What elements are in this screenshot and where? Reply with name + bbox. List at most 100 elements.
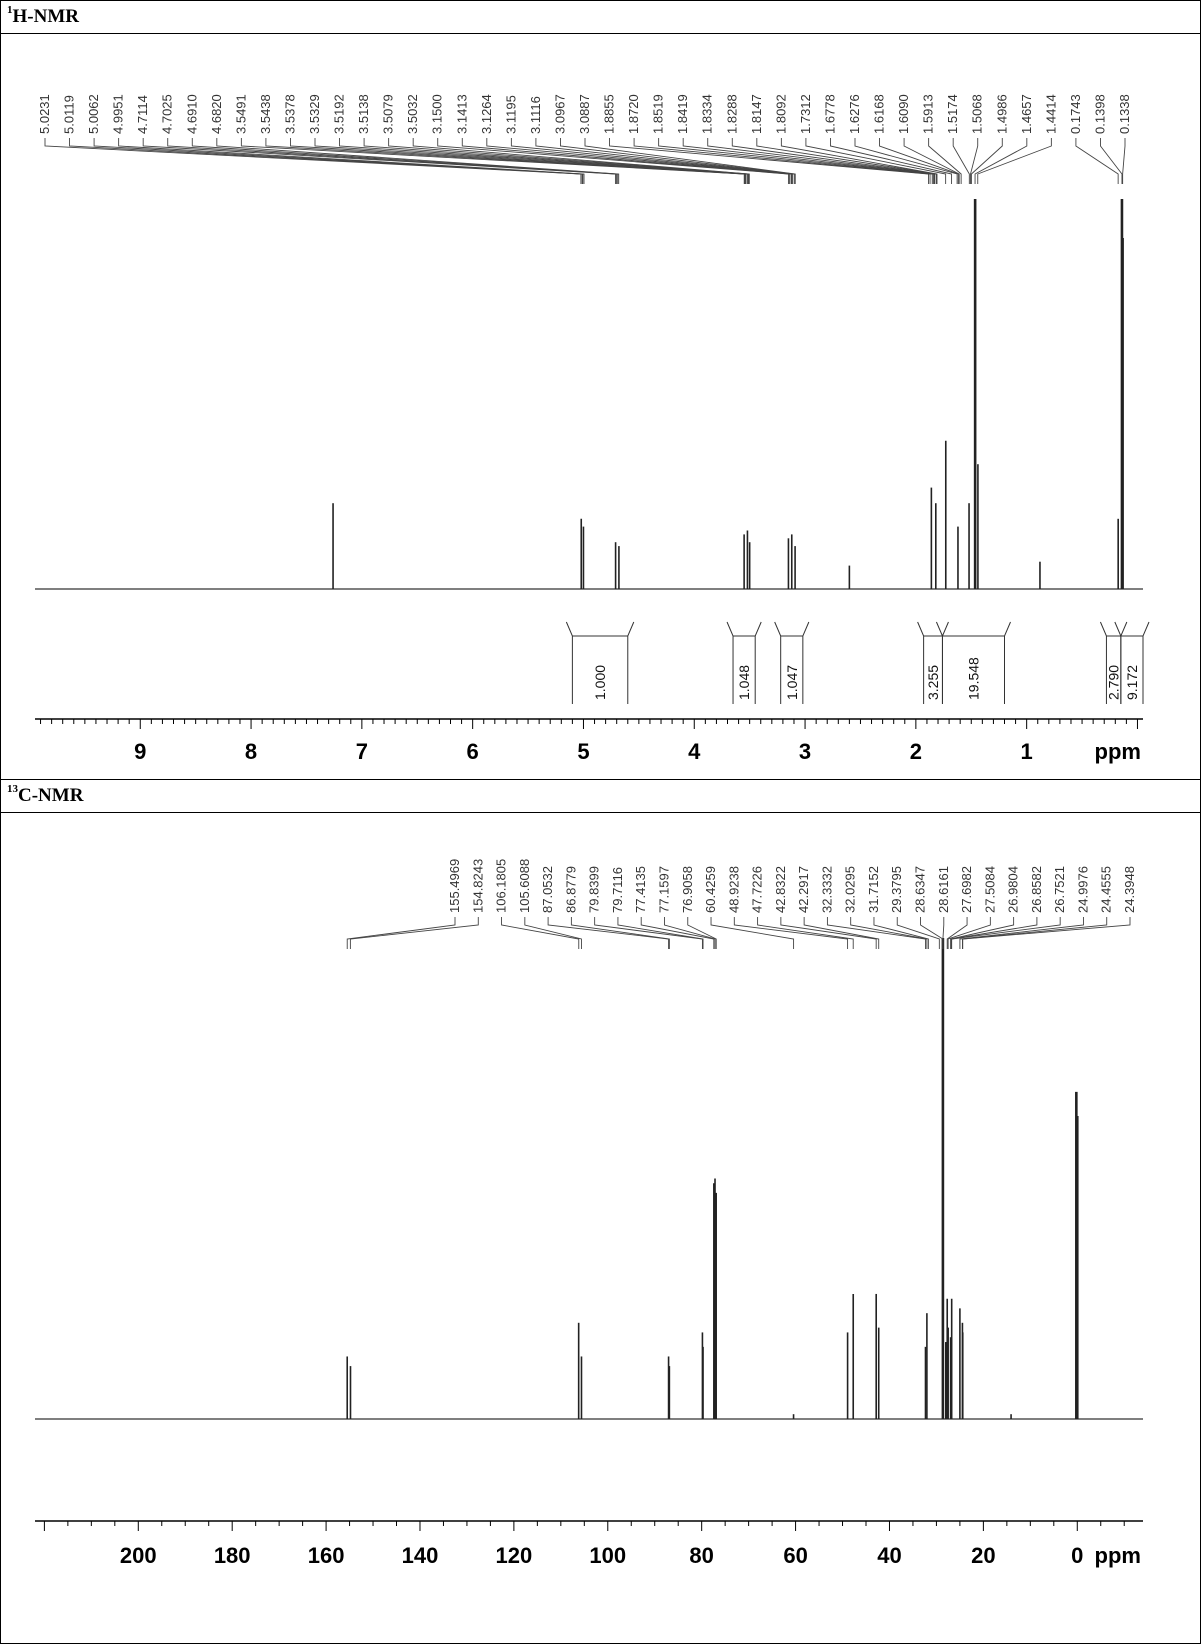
c-tick-label-9: 20 bbox=[971, 1543, 995, 1568]
h-peak-label-9: 3.5438 bbox=[258, 94, 273, 134]
h-nmr-header: 1H-NMR bbox=[0, 0, 1201, 34]
h-tick-label-3: 6 bbox=[467, 739, 479, 764]
h-peak-label-line-20 bbox=[535, 138, 794, 184]
c-peak-label-1: 154.8243 bbox=[470, 859, 485, 913]
h-nmr-label: H-NMR bbox=[12, 6, 79, 27]
h-peak-label-line-14 bbox=[388, 138, 750, 184]
h-tick-label-5: 4 bbox=[688, 739, 701, 764]
c-peak-label-line-12 bbox=[733, 917, 849, 949]
h-peak-label-line-8 bbox=[240, 138, 745, 184]
c-peak-label-18: 31.7152 bbox=[866, 866, 881, 913]
h-peak-label-line-43 bbox=[1100, 138, 1123, 184]
h-peak-label-8: 3.5491 bbox=[233, 94, 248, 134]
h-peak-label-24: 1.8720 bbox=[626, 94, 641, 134]
c-peak-label-line-15 bbox=[803, 917, 880, 949]
h-integral-value-2: 1.047 bbox=[784, 665, 800, 700]
c-peak-label-line-3 bbox=[524, 917, 582, 949]
c-peak-label-10: 76.9058 bbox=[680, 866, 695, 913]
h-peak-label-0: 5.0231 bbox=[37, 94, 52, 134]
c-peak-label-line-19 bbox=[896, 917, 940, 949]
h-peak-label-line-32 bbox=[830, 138, 953, 184]
h-peak-label-11: 3.5329 bbox=[307, 94, 322, 134]
c-peak-label-6: 79.8399 bbox=[587, 866, 602, 913]
h-peak-label-line-10 bbox=[290, 138, 746, 184]
c-peak-label-15: 42.2917 bbox=[796, 866, 811, 913]
c-tick-label-0: 200 bbox=[120, 1543, 157, 1568]
c-peak-label-23: 27.5084 bbox=[982, 866, 997, 913]
h-peak-label-4: 4.7114 bbox=[135, 95, 150, 134]
h-axis-unit-label: ppm bbox=[1095, 739, 1141, 764]
c-peak-label-19: 29.3795 bbox=[889, 866, 904, 913]
c-peak-label-line-14 bbox=[780, 917, 877, 949]
c-axis-unit-label: ppm bbox=[1095, 1543, 1141, 1568]
h-peak-label-19: 3.1195 bbox=[503, 95, 518, 134]
c-peak-label-line-16 bbox=[826, 917, 926, 949]
h-peak-label-40: 1.4657 bbox=[1019, 94, 1034, 134]
h-peak-label-line-42 bbox=[1075, 138, 1119, 184]
h-peak-label-31: 1.7312 bbox=[798, 94, 813, 134]
c-peak-label-line-4 bbox=[547, 917, 670, 949]
h-peak-label-26: 1.8419 bbox=[675, 94, 690, 134]
c-peak-label-29: 24.3948 bbox=[1122, 866, 1137, 913]
c-tick-label-3: 140 bbox=[402, 1543, 439, 1568]
c-nmr-label-sup: 13 bbox=[7, 783, 18, 795]
h-peak-label-16: 3.1500 bbox=[430, 94, 445, 134]
c-peak-label-line-23 bbox=[947, 917, 991, 949]
c-peak-label-16: 32.3332 bbox=[819, 866, 834, 913]
h-peak-label-1: 5.0119 bbox=[62, 95, 77, 134]
h-peak-label-line-17 bbox=[461, 138, 790, 184]
h-integral-bracket-1 bbox=[726, 621, 762, 704]
c-peak-label-line-27 bbox=[959, 917, 1084, 949]
h-peak-label-33: 1.6276 bbox=[847, 94, 862, 134]
h-peak-label-line-29 bbox=[756, 138, 937, 184]
h-tick-label-4: 5 bbox=[577, 739, 589, 764]
h-peak-label-36: 1.5913 bbox=[921, 94, 936, 134]
h-peak-label-line-39 bbox=[970, 138, 1003, 184]
c-peak-label-28: 24.4555 bbox=[1099, 866, 1114, 913]
h-peak-label-29: 1.8147 bbox=[749, 94, 764, 134]
h-peak-label-line-13 bbox=[363, 138, 749, 184]
c-peak-label-line-26 bbox=[951, 917, 1061, 949]
h-peak-label-line-28 bbox=[731, 138, 936, 184]
h-peak-label-10: 3.5378 bbox=[282, 94, 297, 134]
h-peak-label-38: 1.5068 bbox=[970, 94, 985, 134]
h-peak-label-32: 1.6778 bbox=[822, 94, 837, 134]
h-integral-value-3: 3.255 bbox=[925, 665, 941, 700]
c-peak-label-line-18 bbox=[873, 917, 929, 949]
h-tick-label-7: 2 bbox=[910, 739, 922, 764]
c-peak-label-line-25 bbox=[950, 917, 1038, 949]
h-peak-label-3: 4.9951 bbox=[111, 94, 126, 134]
h-peak-label-17: 3.1413 bbox=[454, 94, 469, 134]
h-peak-label-23: 1.8855 bbox=[602, 94, 617, 134]
h-peak-label-21: 3.0967 bbox=[552, 94, 567, 134]
h-peak-label-line-3 bbox=[118, 138, 585, 184]
c-peak-label-line-24 bbox=[950, 917, 1015, 949]
h-tick-label-0: 9 bbox=[134, 739, 146, 764]
c-peak-label-13: 47.7226 bbox=[750, 866, 765, 913]
c-peak-label-2: 106.1805 bbox=[494, 859, 509, 913]
h-peak-label-18: 3.1264 bbox=[479, 94, 494, 134]
c-peak-label-3: 105.6088 bbox=[517, 859, 532, 913]
c-peak-label-line-8 bbox=[640, 917, 715, 949]
c-peak-label-24: 26.9804 bbox=[1006, 866, 1021, 913]
h-integral-bracket-0 bbox=[565, 621, 635, 704]
h-peak-label-41: 1.4414 bbox=[1043, 94, 1058, 134]
h-peak-label-line-38 bbox=[970, 138, 979, 184]
h-peak-label-line-44 bbox=[1122, 138, 1126, 184]
c-peak-label-5: 86.8779 bbox=[563, 866, 578, 913]
c-nmr-header: 13C-NMR bbox=[0, 779, 1201, 813]
h-peak-label-line-15 bbox=[412, 138, 750, 184]
h-integral-bracket-4 bbox=[935, 621, 1011, 704]
c-peak-label-9: 77.1597 bbox=[656, 866, 671, 913]
h-peak-label-43: 0.1398 bbox=[1092, 94, 1107, 134]
c-peak-label-14: 42.8322 bbox=[773, 866, 788, 913]
c-tick-label-4: 120 bbox=[496, 1543, 533, 1568]
h-peak-label-25: 1.8519 bbox=[651, 94, 666, 134]
c-peak-label-17: 32.0295 bbox=[843, 866, 858, 913]
h-peak-label-44: 0.1338 bbox=[1117, 94, 1132, 134]
h-peak-label-12: 3.5192 bbox=[332, 94, 347, 134]
c-peak-label-line-17 bbox=[850, 917, 928, 949]
h-integral-value-1: 1.048 bbox=[736, 665, 752, 700]
h-peak-label-line-1 bbox=[69, 138, 583, 184]
c-peak-label-line-2 bbox=[501, 917, 580, 949]
